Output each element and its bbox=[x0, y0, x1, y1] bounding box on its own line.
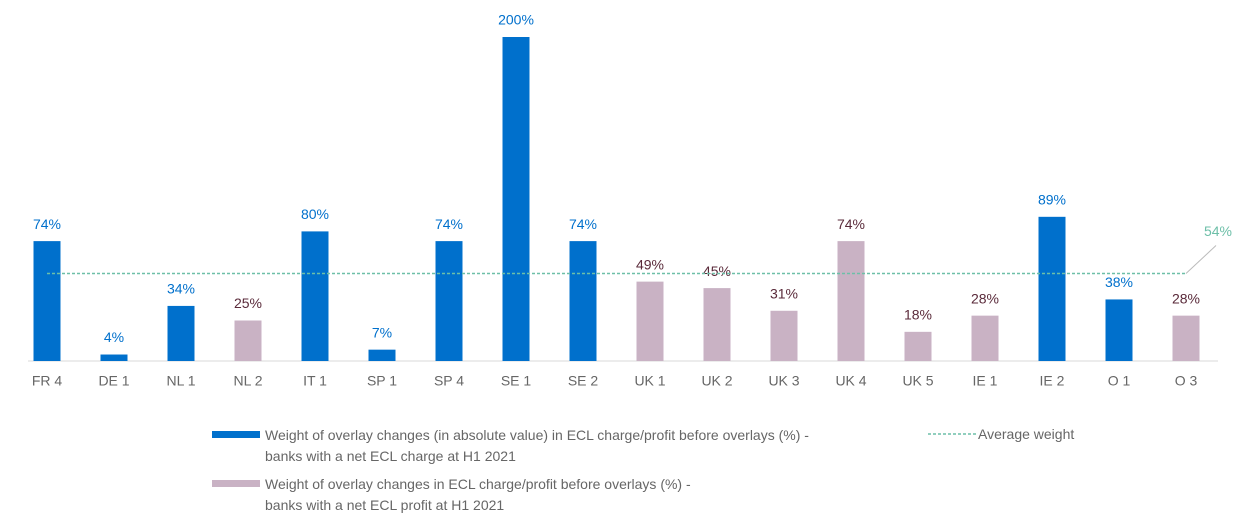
legend-label: Weight of overlay changes in ECL charge/… bbox=[265, 476, 691, 513]
data-label: 28% bbox=[1172, 290, 1200, 306]
bar bbox=[904, 331, 932, 361]
data-label: 74% bbox=[569, 216, 597, 232]
data-label: 28% bbox=[971, 290, 999, 306]
data-label: 74% bbox=[33, 216, 61, 232]
bar bbox=[837, 241, 865, 361]
x-tick-label: IE 1 bbox=[973, 373, 998, 389]
x-tick-label: IT 1 bbox=[303, 373, 327, 389]
x-tick-label: NL 2 bbox=[233, 373, 262, 389]
x-tick-label: SE 1 bbox=[501, 373, 532, 389]
bar bbox=[368, 349, 396, 361]
legend-label: Average weight bbox=[978, 426, 1075, 442]
bar bbox=[1038, 216, 1066, 361]
data-label: 89% bbox=[1038, 192, 1066, 208]
bar bbox=[703, 288, 731, 361]
data-label: 74% bbox=[435, 216, 463, 232]
bar bbox=[301, 231, 329, 361]
x-tick-label: FR 4 bbox=[32, 373, 63, 389]
bar bbox=[100, 354, 128, 361]
data-label: 4% bbox=[104, 329, 124, 345]
bar bbox=[569, 241, 597, 361]
x-tick-label: O 3 bbox=[1175, 373, 1198, 389]
x-tick-label: UK 3 bbox=[768, 373, 799, 389]
data-label: 200% bbox=[498, 12, 534, 28]
data-label: 34% bbox=[167, 281, 195, 297]
x-tick-label: UK 1 bbox=[634, 373, 665, 389]
bar bbox=[435, 241, 463, 361]
data-label: 49% bbox=[636, 256, 664, 272]
x-tick-label: NL 1 bbox=[166, 373, 195, 389]
legend-swatch bbox=[212, 431, 260, 438]
bar bbox=[234, 320, 262, 361]
legend-line bbox=[928, 433, 976, 435]
x-tick-label: IE 2 bbox=[1040, 373, 1065, 389]
x-tick-label: SP 4 bbox=[434, 373, 464, 389]
data-label: 74% bbox=[837, 216, 865, 232]
data-label: 38% bbox=[1105, 274, 1133, 290]
x-tick-label: DE 1 bbox=[98, 373, 129, 389]
x-tick-label: O 1 bbox=[1108, 373, 1131, 389]
bar bbox=[33, 241, 61, 361]
average-label: 54% bbox=[1204, 223, 1232, 239]
x-tick-label: UK 4 bbox=[835, 373, 866, 389]
bar bbox=[971, 315, 999, 361]
bar bbox=[1105, 299, 1133, 361]
leader-line bbox=[1185, 245, 1217, 274]
bar bbox=[770, 310, 798, 361]
bar bbox=[502, 37, 530, 361]
bar bbox=[636, 281, 664, 361]
data-label: 18% bbox=[904, 307, 932, 323]
x-tick-label: SE 2 bbox=[568, 373, 599, 389]
legend-swatch bbox=[212, 480, 260, 487]
data-label: 7% bbox=[372, 324, 392, 340]
data-label: 31% bbox=[770, 285, 798, 301]
data-label: 45% bbox=[703, 263, 731, 279]
data-label: 80% bbox=[301, 206, 329, 222]
legend-label: Weight of overlay changes (in absolute v… bbox=[265, 427, 809, 464]
bar bbox=[167, 305, 195, 361]
bar bbox=[1172, 315, 1200, 361]
x-tick-label: UK 2 bbox=[701, 373, 732, 389]
data-label: 25% bbox=[234, 295, 262, 311]
x-tick-label: UK 5 bbox=[902, 373, 933, 389]
x-tick-label: SP 1 bbox=[367, 373, 397, 389]
